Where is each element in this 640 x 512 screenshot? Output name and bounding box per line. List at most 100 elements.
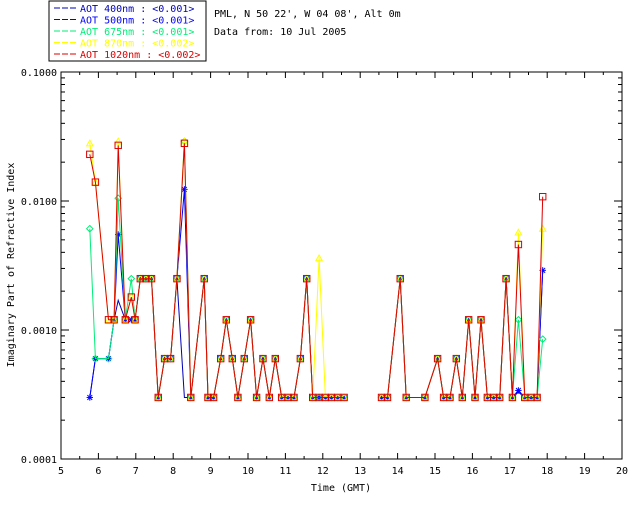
x-tick-label: 8 bbox=[170, 466, 176, 477]
y-axis-title: Imaginary Part of Refractive Index bbox=[6, 163, 17, 368]
x-tick-label: 14 bbox=[392, 466, 404, 477]
data-point bbox=[85, 139, 94, 147]
data-point bbox=[114, 141, 122, 150]
x-tick-label: 13 bbox=[354, 466, 366, 477]
x-tick-label: 16 bbox=[466, 466, 478, 477]
data-point bbox=[252, 393, 261, 402]
y-tick-label: 0.0100 bbox=[21, 197, 57, 208]
data-point bbox=[240, 354, 248, 363]
data-point bbox=[496, 393, 504, 402]
data-point bbox=[533, 393, 541, 402]
data-point bbox=[86, 394, 93, 401]
data-point bbox=[147, 274, 156, 283]
data-point bbox=[222, 316, 231, 324]
data-point bbox=[110, 316, 118, 324]
data-point bbox=[209, 393, 218, 402]
data-point bbox=[234, 393, 242, 402]
x-tick-label: 18 bbox=[541, 466, 553, 477]
data-point bbox=[433, 354, 442, 363]
data-date: Data from: 10 Jul 2005 bbox=[214, 27, 346, 38]
y-tick-label: 0.0010 bbox=[21, 326, 57, 337]
legend-label: AOT 1020nm : <0.002> bbox=[80, 50, 200, 61]
data-point bbox=[290, 393, 298, 402]
data-point bbox=[104, 316, 113, 324]
data-point bbox=[187, 393, 195, 402]
data-point bbox=[166, 354, 175, 363]
data-point bbox=[508, 393, 517, 401]
x-tick-label: 15 bbox=[429, 466, 441, 477]
data-point bbox=[514, 228, 523, 236]
legend-label: AOT 500nm : <0.001> bbox=[80, 16, 194, 27]
data-point bbox=[121, 315, 130, 323]
x-tick-label: 7 bbox=[133, 466, 139, 477]
data-point bbox=[458, 393, 467, 401]
data-point bbox=[402, 393, 410, 402]
data-point bbox=[104, 354, 113, 363]
data-point bbox=[173, 274, 181, 283]
series-line bbox=[89, 141, 345, 398]
legend-label: AOT 675nm : <0.001> bbox=[80, 27, 194, 38]
data-point bbox=[252, 393, 261, 401]
data-point bbox=[246, 316, 255, 324]
data-point bbox=[508, 393, 517, 402]
series-3 bbox=[85, 137, 547, 401]
data-point bbox=[142, 274, 150, 283]
data-point bbox=[265, 393, 274, 401]
data-point bbox=[131, 316, 139, 324]
data-point bbox=[383, 393, 392, 402]
x-tick-label: 12 bbox=[317, 466, 329, 477]
data-point bbox=[514, 240, 523, 249]
data-point bbox=[86, 150, 94, 159]
data-point bbox=[91, 354, 100, 363]
data-point bbox=[446, 393, 454, 402]
data-point bbox=[259, 354, 267, 363]
axis-ticks: 5 6 7 8 9 10 11 12 13 14 15 16 17 18 19 20 0.0001 0.0010 0… bbox=[21, 68, 628, 477]
data-point bbox=[538, 224, 547, 232]
data-point bbox=[154, 393, 162, 402]
data-point bbox=[452, 354, 461, 363]
data-point bbox=[180, 139, 189, 148]
x-tick-label: 9 bbox=[208, 466, 214, 477]
data-point bbox=[340, 393, 348, 402]
series-4 bbox=[86, 139, 547, 402]
legend-label: AOT 400nm : <0.001> bbox=[80, 4, 194, 15]
data-point bbox=[85, 224, 94, 233]
x-tick-label: 5 bbox=[58, 466, 64, 477]
data-point bbox=[233, 393, 242, 401]
data-point bbox=[136, 274, 144, 283]
data-point bbox=[515, 387, 522, 394]
legend-label: AOT 870nm : <0.002> bbox=[80, 39, 194, 50]
x-tick-label: 20 bbox=[616, 466, 628, 477]
data-point bbox=[200, 274, 208, 283]
data-point bbox=[477, 316, 485, 324]
series-line bbox=[89, 143, 345, 398]
data-point bbox=[271, 354, 280, 363]
data-point bbox=[127, 274, 136, 283]
data-point bbox=[265, 393, 274, 402]
data-point bbox=[296, 354, 305, 363]
x-axis-title: Time (GMT) bbox=[311, 483, 371, 494]
series-line bbox=[381, 196, 544, 398]
data-point bbox=[539, 192, 547, 201]
site-info: PML, N 50 22', W 04 08', Alt 0m bbox=[214, 9, 401, 20]
x-tick-label: 11 bbox=[279, 466, 291, 477]
data-point bbox=[458, 393, 467, 402]
data-point bbox=[91, 178, 100, 186]
x-tick-label: 10 bbox=[242, 466, 254, 477]
data-point bbox=[396, 274, 404, 283]
legend: AOT 400nm : <0.001>AOT 500nm : <0.001>AO… bbox=[54, 4, 200, 61]
y-tick-label: 0.0001 bbox=[21, 455, 57, 466]
data-point bbox=[114, 137, 123, 145]
data-point bbox=[421, 393, 429, 402]
x-tick-label: 6 bbox=[95, 466, 101, 477]
x-tick-label: 19 bbox=[579, 466, 591, 477]
data-point bbox=[303, 274, 311, 283]
y-tick-label: 0.1000 bbox=[21, 68, 57, 79]
data-point bbox=[464, 316, 473, 324]
data-point bbox=[154, 393, 163, 401]
data-point bbox=[502, 274, 510, 283]
data-point bbox=[121, 316, 130, 324]
data-point bbox=[471, 393, 479, 402]
asterisk-stroke bbox=[515, 387, 522, 394]
data-point bbox=[315, 254, 324, 262]
